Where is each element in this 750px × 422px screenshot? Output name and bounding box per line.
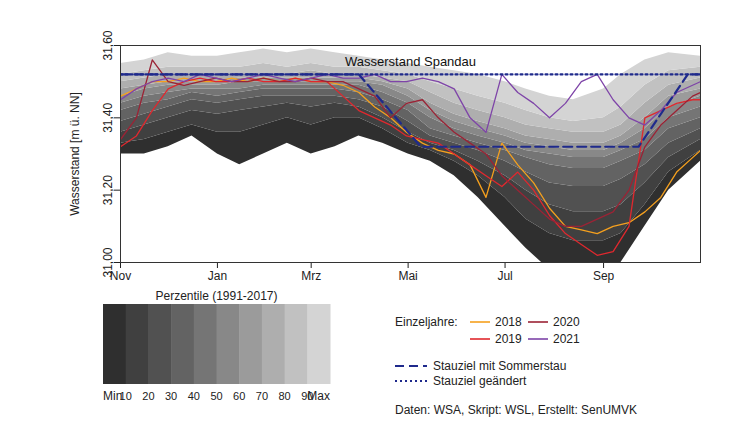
svg-text:Perzentile (1991-2017): Perzentile (1991-2017) xyxy=(155,290,277,303)
svg-text:Mai: Mai xyxy=(398,269,417,283)
svg-text:Stauziel geändert: Stauziel geändert xyxy=(433,374,527,388)
svg-text:Einzeljahre:: Einzeljahre: xyxy=(395,315,458,329)
svg-text:Max: Max xyxy=(307,389,330,403)
svg-text:Sep: Sep xyxy=(593,269,615,283)
svg-text:2021: 2021 xyxy=(553,332,580,346)
svg-text:Mrz: Mrz xyxy=(301,269,321,283)
svg-text:80: 80 xyxy=(278,390,290,402)
svg-text:60: 60 xyxy=(233,390,245,402)
svg-text:Jan: Jan xyxy=(208,269,227,283)
svg-text:31,60: 31,60 xyxy=(101,30,115,60)
svg-text:31,40: 31,40 xyxy=(101,102,115,132)
svg-text:31,00: 31,00 xyxy=(100,247,115,278)
svg-text:Nov: Nov xyxy=(110,269,131,283)
svg-text:2019: 2019 xyxy=(495,332,522,346)
svg-text:Wasserstand [m ü. NN]: Wasserstand [m ü. NN] xyxy=(68,92,82,216)
svg-text:70: 70 xyxy=(256,390,268,402)
svg-text:2018: 2018 xyxy=(495,315,522,329)
svg-text:2020: 2020 xyxy=(553,315,580,329)
svg-text:Wasserstand Spandau: Wasserstand Spandau xyxy=(345,54,476,69)
svg-text:Stauziel mit Sommerstau: Stauziel mit Sommerstau xyxy=(433,359,566,373)
svg-text:31,20: 31,20 xyxy=(101,175,115,205)
svg-text:10: 10 xyxy=(120,390,132,402)
svg-text:40: 40 xyxy=(188,390,200,402)
svg-text:Min: Min xyxy=(103,389,123,403)
svg-text:20: 20 xyxy=(142,390,154,402)
svg-text:30: 30 xyxy=(165,390,177,402)
svg-text:Jul: Jul xyxy=(497,269,512,283)
svg-text:50: 50 xyxy=(210,390,222,402)
svg-text:Daten: WSA, Skript: WSL, Erste: Daten: WSA, Skript: WSL, Erstellt: SenUM… xyxy=(395,403,637,417)
